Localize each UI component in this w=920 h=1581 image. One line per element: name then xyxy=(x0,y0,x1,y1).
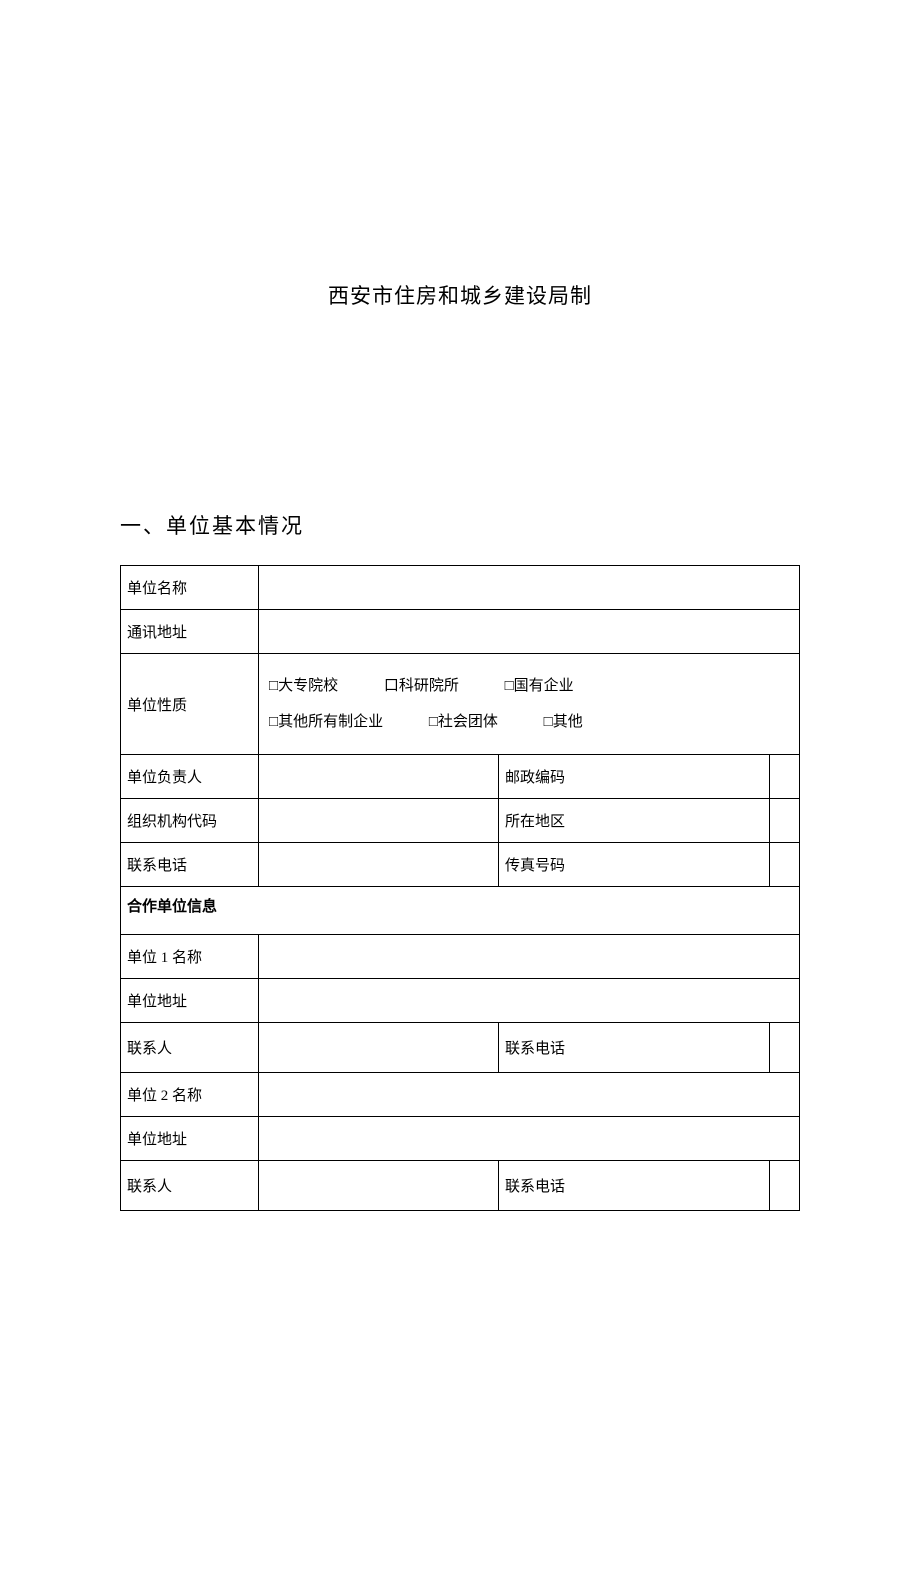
checkbox-icon: □ xyxy=(269,713,278,730)
checkbox-icon: □ xyxy=(429,713,438,730)
field-org-code[interactable] xyxy=(259,799,499,843)
label-postal-code: 邮政编码 xyxy=(499,755,770,799)
field-postal-code[interactable] xyxy=(769,755,799,799)
table-row: 合作单位信息 xyxy=(121,887,800,935)
checkbox-label: 国有企业 xyxy=(514,678,574,694)
checkbox-label: 其他 xyxy=(553,714,583,730)
section-title: 一、单位基本情况 xyxy=(120,510,800,540)
field-unit-head[interactable] xyxy=(259,755,499,799)
checkbox-icon: □ xyxy=(505,677,514,694)
checkbox-label: 社会团体 xyxy=(438,714,498,730)
table-row: 单位性质 □大专院校 口科研院所 □国有企业 □其他所有制企业 □社会团体 □其… xyxy=(121,654,800,755)
checkbox-icon: □ xyxy=(544,713,553,730)
field-unit1-phone[interactable] xyxy=(769,1023,799,1073)
checkbox-option[interactable]: □大专院校 xyxy=(269,668,338,704)
table-row: 单位 2 名称 xyxy=(121,1073,800,1117)
table-row: 联系人 联系电话 xyxy=(121,1023,800,1073)
table-row: 单位名称 xyxy=(121,566,800,610)
field-unit-type[interactable]: □大专院校 口科研院所 □国有企业 □其他所有制企业 □社会团体 □其他 xyxy=(259,654,800,755)
label-partner-info: 合作单位信息 xyxy=(121,887,800,935)
label-unit2-contact: 联系人 xyxy=(121,1161,259,1211)
field-unit1-contact[interactable] xyxy=(259,1023,499,1073)
checkbox-label: 科研院所 xyxy=(399,678,459,694)
table-row: 通讯地址 xyxy=(121,610,800,654)
checkbox-icon: 口 xyxy=(384,677,399,694)
field-phone[interactable] xyxy=(259,843,499,887)
form-table: 单位名称 通讯地址 单位性质 □大专院校 口科研院所 □国有企业 □其他所有制企… xyxy=(120,565,800,1211)
table-row: 单位地址 xyxy=(121,1117,800,1161)
checkbox-option[interactable]: 口科研院所 xyxy=(384,668,459,704)
field-unit2-contact[interactable] xyxy=(259,1161,499,1211)
table-row: 单位地址 xyxy=(121,979,800,1023)
field-unit-name[interactable] xyxy=(259,566,800,610)
table-row: 单位 1 名称 xyxy=(121,935,800,979)
label-org-code: 组织机构代码 xyxy=(121,799,259,843)
checkbox-option[interactable]: □其他 xyxy=(544,704,583,740)
checkbox-option[interactable]: □社会团体 xyxy=(429,704,498,740)
checkbox-option[interactable]: □国有企业 xyxy=(505,668,574,704)
field-region[interactable] xyxy=(769,799,799,843)
label-unit1-addr: 单位地址 xyxy=(121,979,259,1023)
field-unit1-name[interactable] xyxy=(259,935,800,979)
label-unit-type: 单位性质 xyxy=(121,654,259,755)
field-fax[interactable] xyxy=(769,843,799,887)
field-unit2-addr[interactable] xyxy=(259,1117,800,1161)
field-address[interactable] xyxy=(259,610,800,654)
label-address: 通讯地址 xyxy=(121,610,259,654)
checkbox-label: 大专院校 xyxy=(278,678,338,694)
table-row: 联系人 联系电话 xyxy=(121,1161,800,1211)
checkbox-icon: □ xyxy=(269,677,278,694)
label-unit2-phone: 联系电话 xyxy=(499,1161,770,1211)
field-unit1-addr[interactable] xyxy=(259,979,800,1023)
label-unit1-contact: 联系人 xyxy=(121,1023,259,1073)
label-fax: 传真号码 xyxy=(499,843,770,887)
label-unit2-addr: 单位地址 xyxy=(121,1117,259,1161)
document-issuer: 西安市住房和城乡建设局制 xyxy=(120,280,800,310)
label-unit2-name: 单位 2 名称 xyxy=(121,1073,259,1117)
table-row: 单位负责人 邮政编码 xyxy=(121,755,800,799)
field-unit2-phone[interactable] xyxy=(769,1161,799,1211)
table-row: 联系电话 传真号码 xyxy=(121,843,800,887)
label-unit1-phone: 联系电话 xyxy=(499,1023,770,1073)
label-unit1-name: 单位 1 名称 xyxy=(121,935,259,979)
label-unit-name: 单位名称 xyxy=(121,566,259,610)
label-phone: 联系电话 xyxy=(121,843,259,887)
checkbox-label: 其他所有制企业 xyxy=(278,714,383,730)
table-row: 组织机构代码 所在地区 xyxy=(121,799,800,843)
field-unit2-name[interactable] xyxy=(259,1073,800,1117)
checkbox-option[interactable]: □其他所有制企业 xyxy=(269,704,383,740)
label-unit-head: 单位负责人 xyxy=(121,755,259,799)
label-region: 所在地区 xyxy=(499,799,770,843)
